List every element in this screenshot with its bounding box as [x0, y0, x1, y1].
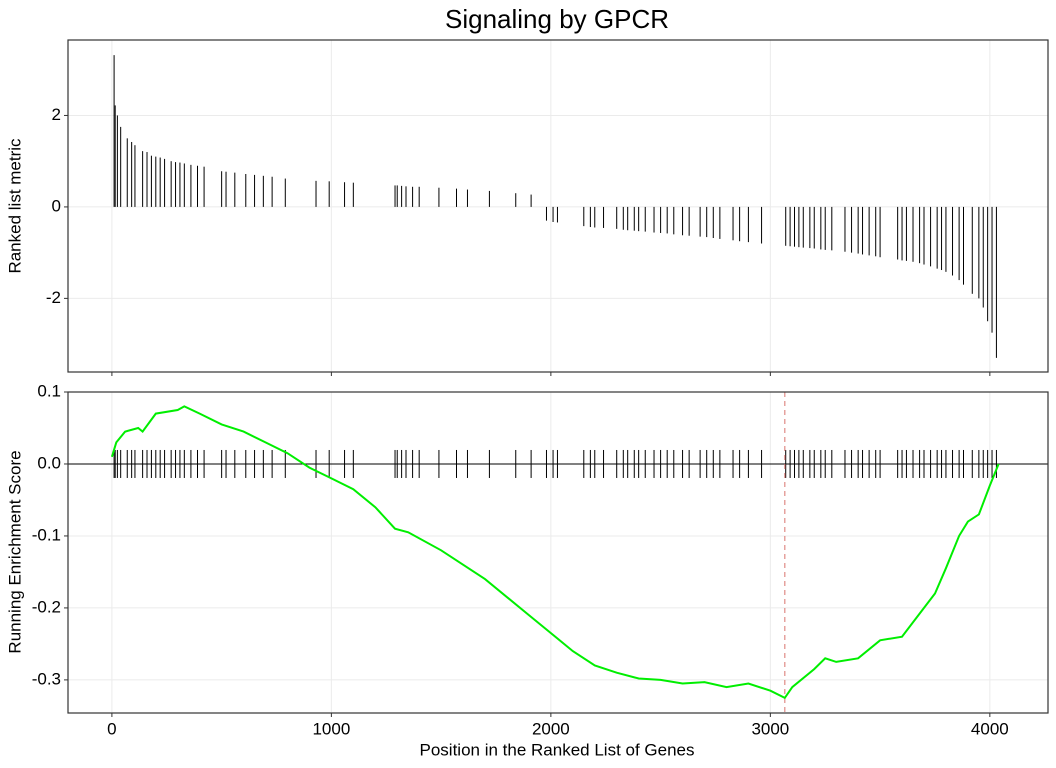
x-tick-label: 4000 [971, 719, 1009, 738]
y-axis-label: Running Enrichment Score [5, 450, 24, 653]
x-tick-label: 0 [107, 719, 116, 738]
y-tick-label: -2 [46, 288, 61, 307]
x-tick-label: 2000 [532, 719, 570, 738]
x-tick-label: 3000 [751, 719, 789, 738]
panel-border [67, 39, 1049, 373]
chart-title: Signaling by GPCR [445, 4, 669, 34]
y-tick-label: -0.1 [32, 525, 61, 544]
y-tick-label: 0.0 [37, 453, 61, 472]
y-tick-label: 0 [52, 196, 61, 215]
y-tick-label: -0.3 [32, 669, 61, 688]
enrichment-line [110, 405, 1000, 700]
y-tick-label: -0.2 [32, 597, 61, 616]
panel-border [67, 391, 1049, 714]
x-axis-label: Position in the Ranked List of Genes [420, 740, 695, 759]
y-tick-label: 0.1 [37, 381, 61, 400]
y-axis-label: Ranked list metric [5, 138, 24, 274]
y-tick-label: 2 [52, 105, 61, 124]
x-tick-label: 1000 [312, 719, 350, 738]
